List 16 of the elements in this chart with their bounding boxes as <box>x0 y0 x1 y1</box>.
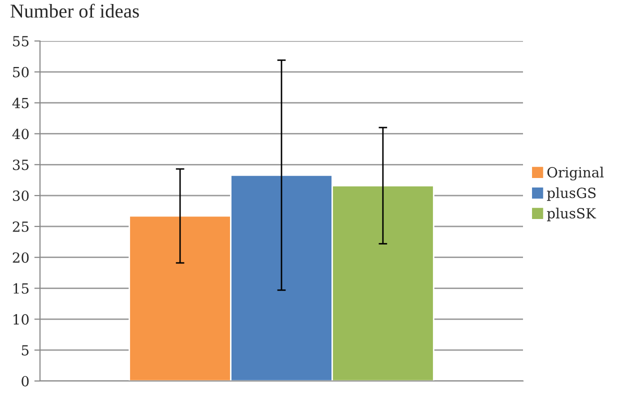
legend-label: Original <box>547 166 604 180</box>
y-tick-label: 10 <box>14 314 29 325</box>
y-tick-label: 5 <box>22 345 29 356</box>
y-tick-label: 55 <box>13 36 29 46</box>
y-tick-label: 20 <box>12 252 29 263</box>
legend-label: plusGS <box>547 187 596 201</box>
y-tick-label: 40 <box>12 128 29 140</box>
chart-title: Number of ideas <box>10 4 139 18</box>
y-tick-label: 50 <box>13 66 29 78</box>
y-tick-label: 25 <box>12 221 29 232</box>
y-tick-label: 0 <box>22 376 29 386</box>
y-tick-label: 35 <box>12 160 29 170</box>
y-tick-label: 30 <box>12 190 29 202</box>
legend-label: plusSK <box>547 208 596 222</box>
y-tick-label: 15 <box>14 283 29 294</box>
y-tick-label: 45 <box>12 98 29 108</box>
